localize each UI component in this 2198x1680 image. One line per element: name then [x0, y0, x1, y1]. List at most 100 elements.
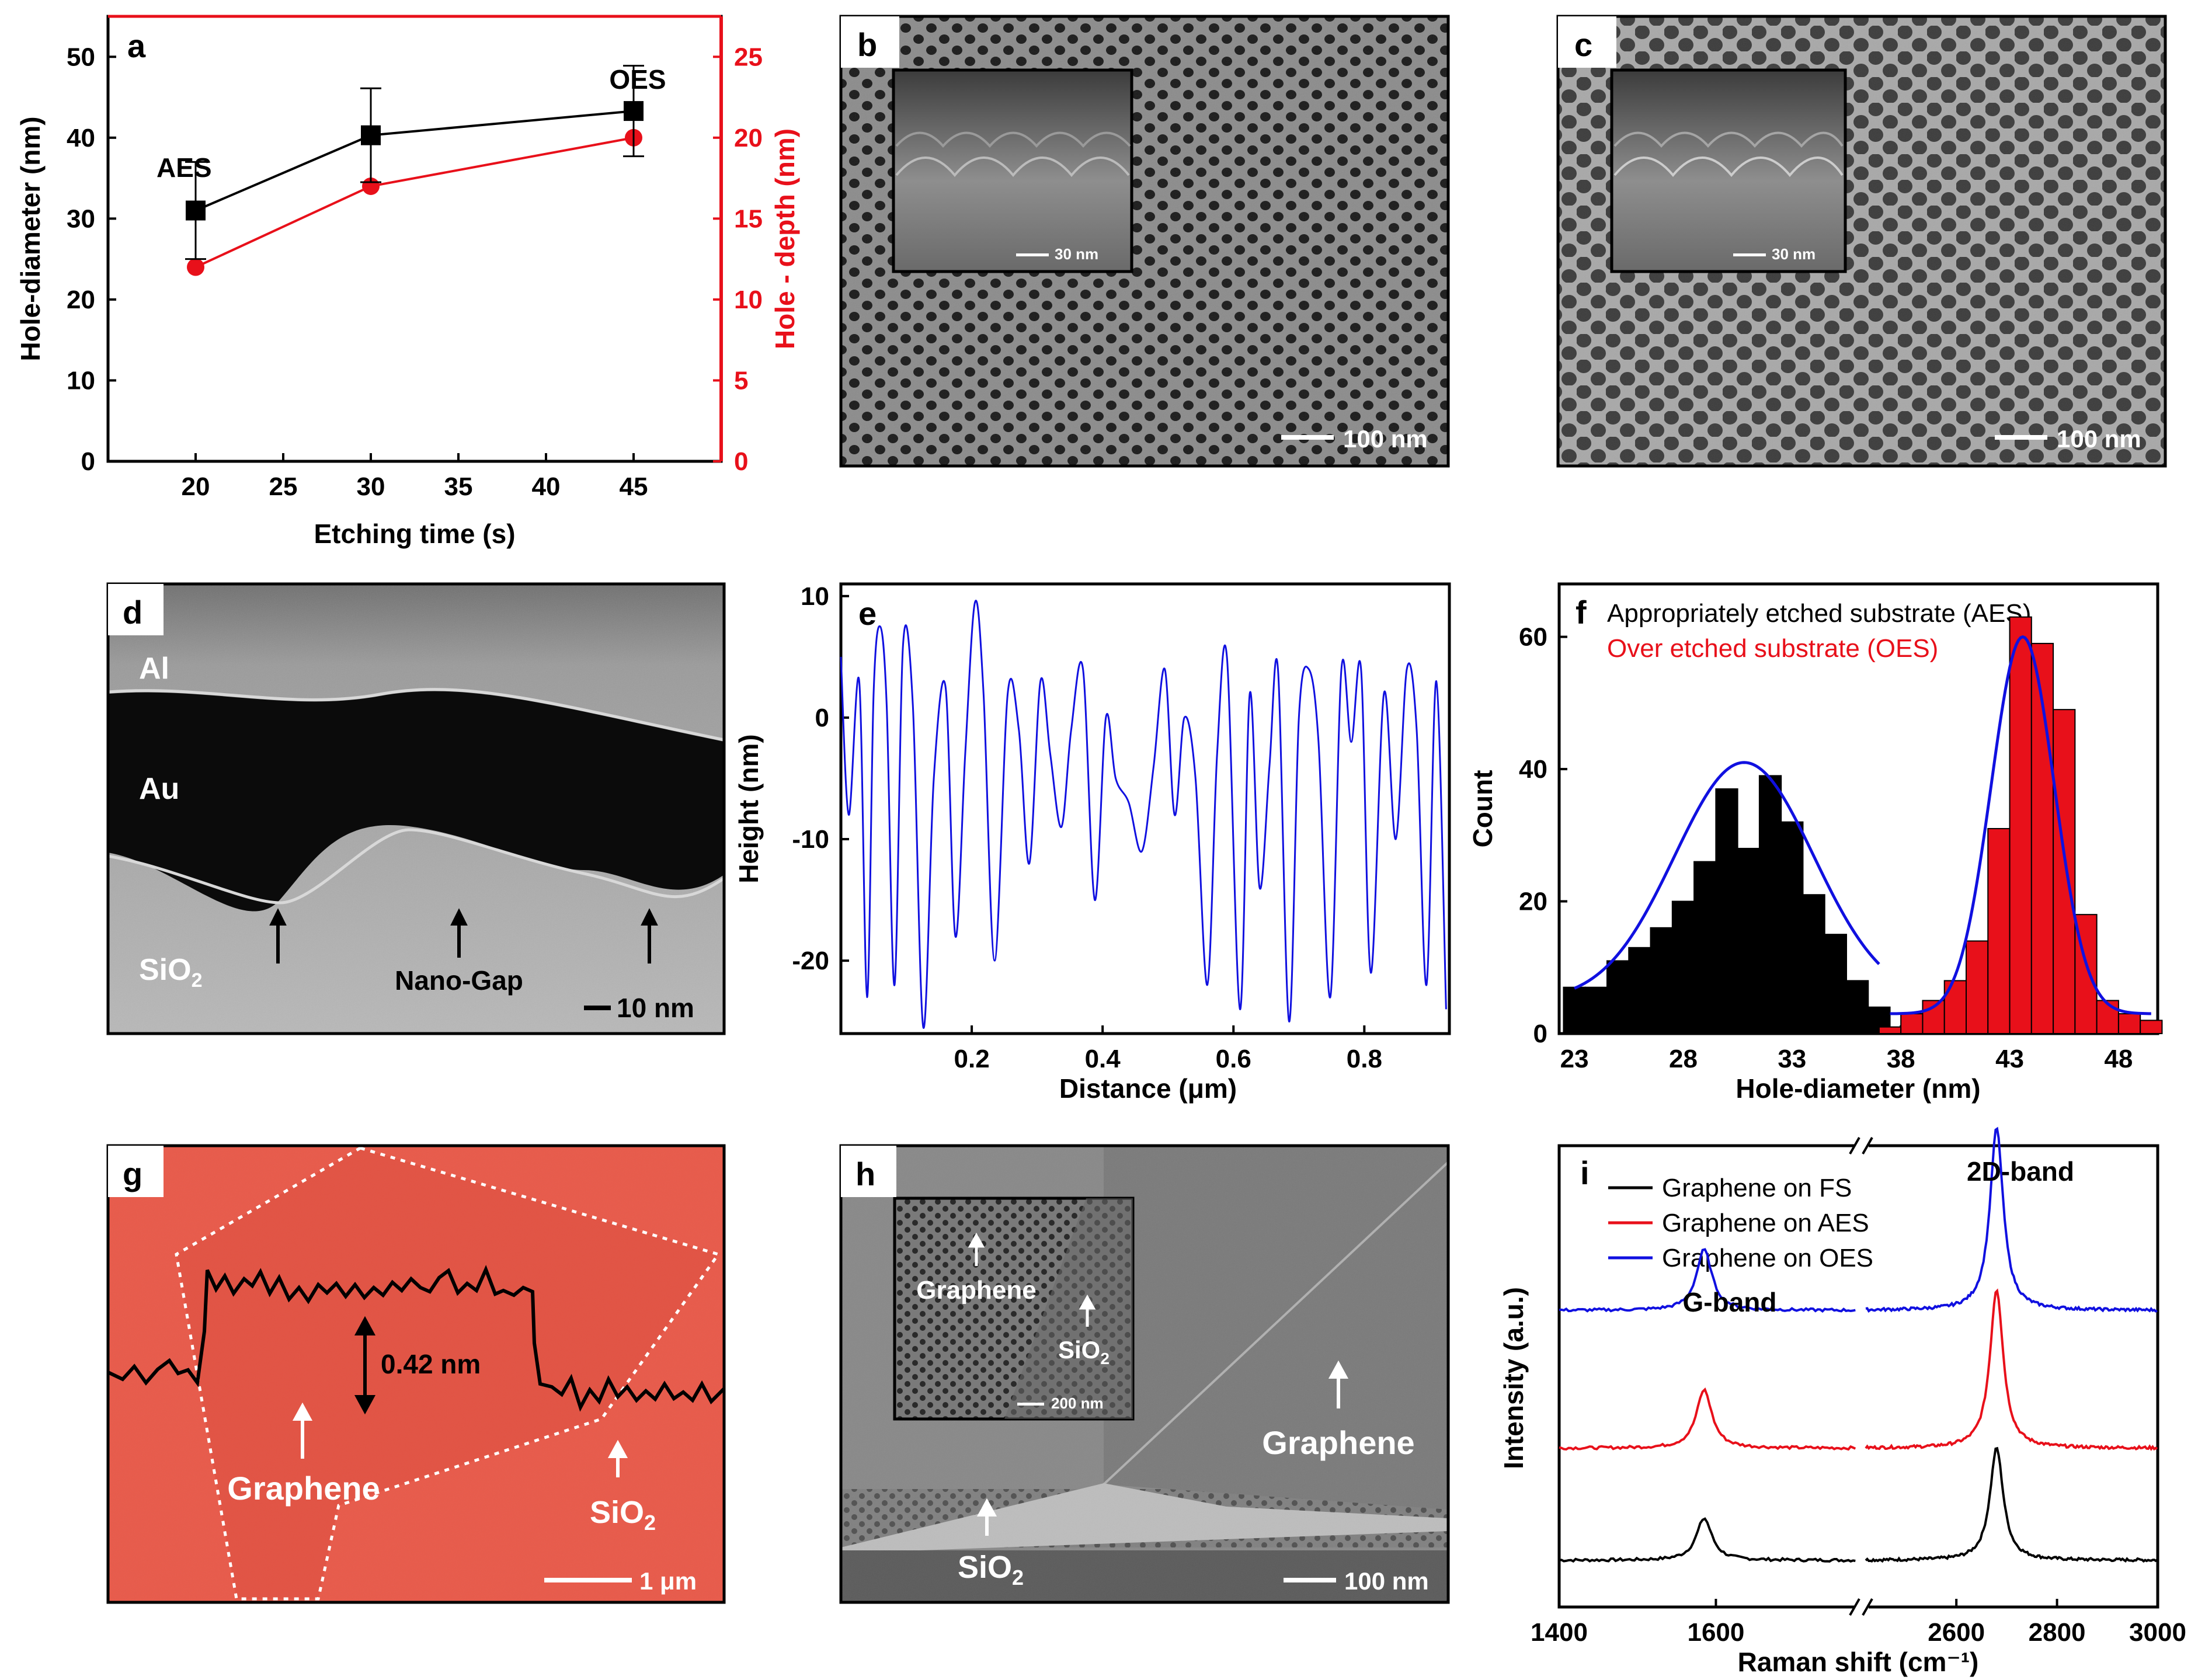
panel-g-optical: 0.42 nm Graphene SiO2 1 μm g — [106, 1144, 726, 1604]
f-xtick-label: 23 — [1560, 1045, 1589, 1073]
f-oes-bar — [2009, 616, 2032, 1034]
e-height-profile — [840, 600, 1447, 1029]
f-oes-bar — [2096, 1000, 2119, 1034]
f-ytick-label: 20 — [1519, 888, 1547, 916]
a-ytick-label: 10 — [67, 366, 95, 395]
panel-i-chart: i Graphene on FS Graphene on AES Graphene … — [1498, 1126, 2186, 1677]
f-oes-bar — [1966, 940, 1989, 1034]
f-oes-bar — [1878, 1026, 1902, 1035]
f-aes-bar — [1846, 980, 1869, 1034]
sio2-arrow — [607, 1439, 628, 1477]
e-xtick-label: 0.4 — [1085, 1045, 1121, 1073]
sio2-arrow-h — [976, 1498, 997, 1536]
panel-i-ylabel: Intensity (a.u.) — [1498, 1287, 1529, 1469]
e-ytick-label: -10 — [792, 825, 829, 854]
i-axis-break-mark-top — [1862, 1137, 1873, 1154]
f-oes-bar — [1987, 827, 2011, 1034]
e-xtick-label: 0.6 — [1216, 1045, 1251, 1073]
f-xtick-label: 28 — [1669, 1045, 1698, 1073]
inset-label-sio2: SiO2 — [1058, 1336, 1110, 1368]
panel-b-letter: b — [857, 26, 877, 63]
f-oes-bar — [1900, 1013, 1924, 1035]
panel-d-tem: d Al Au SiO2 Nano-Gap 10 nm — [106, 582, 726, 1035]
a-ytick-label: 50 — [67, 43, 95, 71]
panel-c-sem: c 100 nm 30 nm — [1556, 15, 2167, 468]
a-ytick-right-label: 0 — [734, 447, 748, 476]
i-spectrum-0-g-segment — [1559, 1517, 1856, 1563]
panel-f-xlabel: Hole-diameter (nm) — [1736, 1073, 1980, 1104]
a-ytick-right-label: 5 — [734, 366, 748, 395]
panel-b-inset-scale-label: 30 nm — [1055, 245, 1098, 263]
e-xtick-label: 0.8 — [1347, 1045, 1382, 1073]
a-ytick-label: 40 — [67, 124, 95, 152]
i-xtick-label: 2600 — [1928, 1618, 1985, 1647]
a-ytick-label: 0 — [81, 447, 95, 476]
e-ytick-label: -20 — [792, 947, 829, 975]
a-xtick-label: 30 — [357, 472, 385, 501]
label-2d-band: 2D-band — [1967, 1156, 2074, 1187]
f-aes-bar — [1650, 927, 1673, 1034]
f-oes-fit — [1890, 635, 2151, 1015]
panel-g-scale-label: 1 μm — [639, 1567, 697, 1595]
f-xtick-label: 48 — [2104, 1045, 2133, 1073]
panel-b-sem: b 100 nm 30 nm — [839, 15, 1450, 468]
panel-e-xlabel: Distance (μm) — [1059, 1073, 1237, 1104]
a-ytick-label: 20 — [67, 286, 95, 314]
e-xtick-label: 0.2 — [954, 1045, 990, 1073]
panel-b-inset — [892, 68, 1133, 273]
f-aes-fit — [1574, 761, 1880, 990]
a-diameter-point — [361, 125, 381, 145]
inset-sio2-arrow — [1079, 1294, 1096, 1327]
f-aes-bar — [1584, 986, 1608, 1035]
f-ytick-label: 40 — [1519, 755, 1547, 784]
a-xtick-label: 25 — [269, 472, 298, 501]
legend-oes: Over etched substrate (OES) — [1607, 634, 1938, 663]
panel-f-chart: f Appropriately etched substrate (AES) O… — [1467, 582, 2163, 1104]
panel-c-scalebar — [1995, 435, 2047, 440]
panel-a-xlabel: Etching time (s) — [314, 519, 515, 549]
panel-a-ylabel: Hole-diameter (nm) — [15, 116, 46, 361]
f-aes-bar — [1802, 894, 1825, 1035]
a-ytick-right-label: 15 — [734, 204, 763, 233]
panel-h-letter: h — [855, 1156, 875, 1192]
f-xtick-label: 43 — [1995, 1045, 2024, 1073]
panel-c-letter: c — [1574, 26, 1592, 63]
panel-h-inset-scale-label: 200 nm — [1051, 1394, 1104, 1412]
i-xtick-label: 3000 — [2129, 1618, 2186, 1647]
f-xtick-label: 33 — [1778, 1045, 1806, 1073]
label-sio2-h: SiO2 — [958, 1550, 1024, 1589]
step-height-arrow — [354, 1316, 376, 1415]
a-xtick-label: 40 — [532, 472, 561, 501]
panel-i-letter: i — [1580, 1154, 1590, 1191]
panel-f-ylabel: Count — [1467, 770, 1498, 848]
f-aes-bar — [1737, 847, 1760, 1034]
label-graphene-h: Graphene — [1262, 1424, 1414, 1461]
f-oes-bar — [2117, 1013, 2141, 1035]
i-spectrum-2-2d-segment — [1865, 1126, 2158, 1313]
a-xtick-label: 45 — [620, 472, 648, 501]
panel-b-scale-label: 100 nm — [1343, 425, 1428, 453]
f-ytick-label: 60 — [1519, 623, 1547, 652]
i-spectrum-1-g-segment — [1559, 1387, 1856, 1451]
a-ytick-right-label: 20 — [734, 124, 763, 152]
inset-graphene-arrow — [968, 1232, 985, 1266]
i-legend-label-0: Graphene on FS — [1662, 1174, 1852, 1202]
panel-h-scale-label: 100 nm — [1344, 1567, 1429, 1595]
panel-c-inset-scale-label: 30 nm — [1772, 245, 1816, 263]
f-ytick-label: 0 — [1533, 1020, 1547, 1048]
nanogap-arrows — [269, 908, 658, 964]
i-spectrum-0-2d-segment — [1865, 1446, 2158, 1563]
i-spectrum-2-g-segment — [1559, 1248, 1856, 1313]
panel-d-letter: d — [123, 594, 142, 631]
label-al: Al — [139, 652, 169, 686]
i-axis-break-mark — [1849, 1598, 1860, 1616]
i-spectrum-1-2d-segment — [1865, 1288, 2158, 1451]
a-depth-point — [187, 258, 204, 276]
panel-e-letter: e — [858, 595, 877, 632]
inset-label-graphene: Graphene — [916, 1276, 1036, 1305]
a-depth-line — [195, 136, 634, 269]
panel-e-chart: e 0.2 0.4 0.6 0.8 -20 -10 0 10 Distance (μm) He… — [733, 582, 1451, 1104]
a-xtick-label: 35 — [444, 472, 473, 501]
